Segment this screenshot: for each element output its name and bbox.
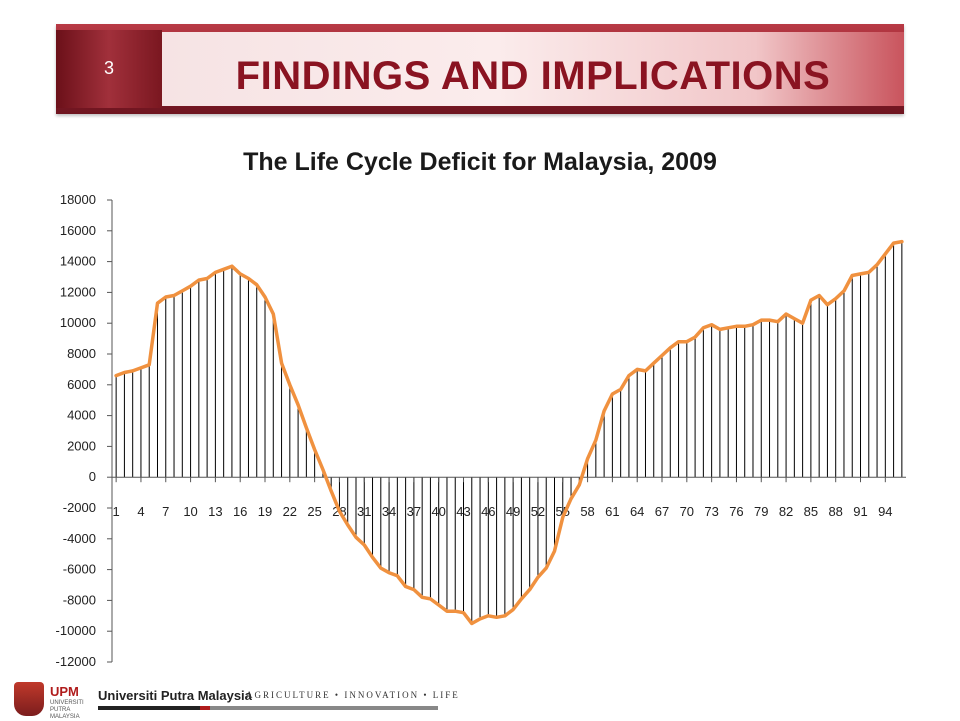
tagline: AGRICULTURE • INNOVATION • LIFE (246, 690, 460, 700)
y-axis: 18000 16000 14000 12000 10000 8000 6000 4000 200… (56, 192, 113, 669)
y-tick-label: 6000 (67, 377, 96, 392)
y-tick-label: 4000 (67, 408, 96, 423)
y-tick-label: 2000 (67, 438, 96, 453)
x-tick-label: 61 (605, 504, 619, 519)
y-tick-label: 8000 (67, 346, 96, 361)
slide-title: FINDINGS AND IMPLICATIONS (235, 54, 831, 98)
x-tick-label: 49 (506, 504, 520, 519)
x-tick-label: 58 (580, 504, 594, 519)
x-tick-label: 43 (456, 504, 470, 519)
title-banner-inner: FINDINGS AND IMPLICATIONS (162, 32, 904, 106)
y-tick-label: -6000 (63, 562, 96, 577)
x-tick-label: 73 (704, 504, 718, 519)
y-tick-label: -2000 (63, 500, 96, 515)
y-tick-label: -10000 (56, 623, 96, 638)
upm-crest-icon (14, 682, 44, 716)
x-tick-label: 19 (258, 504, 272, 519)
x-tick-label: 46 (481, 504, 495, 519)
x-tick-label: 34 (382, 504, 396, 519)
deficit-line (114, 239, 904, 626)
y-tick-label: -4000 (63, 531, 96, 546)
x-tick-label: 37 (407, 504, 421, 519)
y-tick-label: -8000 (63, 592, 96, 607)
y-tick-label: 12000 (60, 284, 96, 299)
x-tick-label: 82 (779, 504, 793, 519)
y-tick-label: 0 (89, 469, 96, 484)
x-tick-label: 22 (283, 504, 297, 519)
y-tick-label: 16000 (60, 223, 96, 238)
x-tick-label: 4 (137, 504, 144, 519)
x-tick-label: 76 (729, 504, 743, 519)
x-tick-label: 31 (357, 504, 371, 519)
title-banner: FINDINGS AND IMPLICATIONS 3 (56, 24, 904, 114)
x-tick-label: 91 (853, 504, 867, 519)
life-cycle-deficit-chart: 18000 16000 14000 12000 10000 8000 6000 4000 200… (56, 192, 906, 669)
x-tick-label: 25 (307, 504, 321, 519)
x-tick-label: 52 (531, 504, 545, 519)
chart-bars (115, 241, 903, 624)
chart-line-series (114, 239, 904, 626)
y-tick-label: 18000 (60, 192, 96, 207)
university-name: Universiti Putra Malaysia (98, 688, 252, 703)
x-tick-label: 64 (630, 504, 644, 519)
x-tick-label: 10 (183, 504, 197, 519)
x-tick-label: 13 (208, 504, 222, 519)
y-tick-label: -12000 (56, 654, 96, 669)
x-tick-label: 67 (655, 504, 669, 519)
footer-rule (98, 706, 438, 710)
y-tick-label: 14000 (60, 254, 96, 269)
upm-logo-subtext: UNIVERSITI PUTRA MALAYSIA (50, 700, 84, 720)
upm-logo-text: UPM (50, 684, 79, 699)
slide-number-box: 3 (56, 30, 162, 108)
x-axis: 1 4 7 10 13 16 19 22 25 28 31 34 37 40 43 46 49 52 55 58 61 6… (112, 476, 906, 519)
x-tick-label: 1 (113, 504, 120, 519)
x-tick-label: 85 (804, 504, 818, 519)
slide-number: 3 (103, 58, 114, 78)
x-tick-label: 7 (162, 504, 169, 519)
x-tick-label: 70 (680, 504, 694, 519)
x-tick-label: 88 (828, 504, 842, 519)
footer: UPM UNIVERSITI PUTRA MALAYSIA Universiti… (0, 678, 960, 720)
chart-title: The Life Cycle Deficit for Malaysia, 200… (243, 148, 717, 176)
y-tick-label: 10000 (60, 315, 96, 330)
x-tick-label: 94 (878, 504, 892, 519)
x-tick-label: 40 (431, 504, 445, 519)
x-tick-label: 16 (233, 504, 247, 519)
x-tick-label: 79 (754, 504, 768, 519)
